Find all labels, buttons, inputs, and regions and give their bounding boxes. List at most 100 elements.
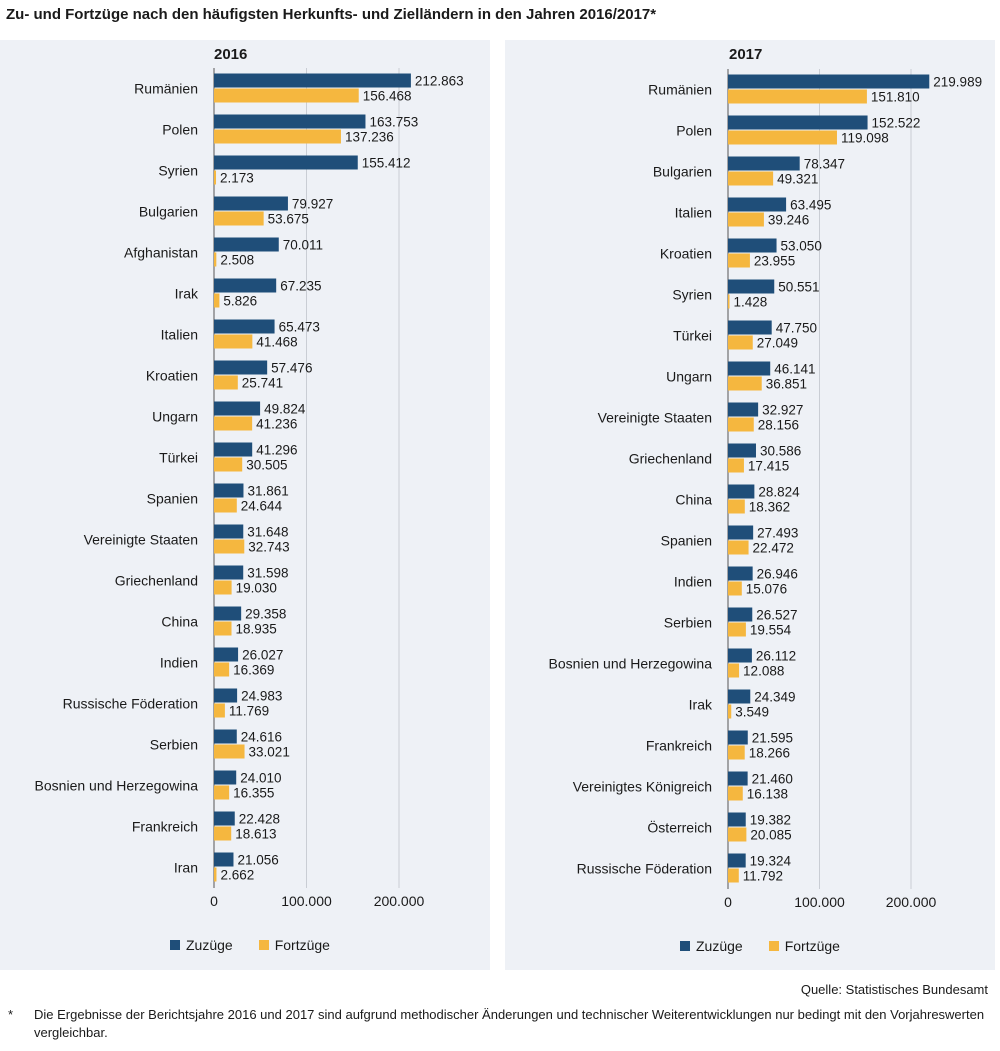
bar-fortzuege xyxy=(214,170,217,185)
value-label-fortzuege: 41.468 xyxy=(256,335,297,350)
value-label-fortzuege: 22.472 xyxy=(753,541,794,556)
value-label-fortzuege: 23.955 xyxy=(754,254,795,269)
category-label: Vereinigte Staaten xyxy=(598,410,712,426)
value-label-zuzuege: 212.863 xyxy=(415,74,464,89)
category-label: China xyxy=(675,492,712,508)
category-label: Österreich xyxy=(647,819,712,836)
x-tick-label: 200.000 xyxy=(886,894,937,910)
value-label-zuzuege: 21.460 xyxy=(752,772,793,787)
bar-zuzuege xyxy=(214,852,234,867)
bar-zuzuege xyxy=(214,278,277,293)
bar-zuzuege xyxy=(728,279,775,294)
bar-zuzuege xyxy=(214,647,239,662)
bar-fortzuege xyxy=(728,581,742,596)
bar-zuzuege xyxy=(214,606,242,621)
value-label-fortzuege: 39.246 xyxy=(768,213,809,228)
value-label-zuzuege: 29.358 xyxy=(245,607,286,622)
category-label: Vereinigte Staaten xyxy=(84,532,198,548)
chart-panel-2017: 2017 0 100.000 200.000 Rumänien 219.989 151.8… xyxy=(505,40,995,970)
bar-fortzuege xyxy=(728,171,774,186)
category-label: Irak xyxy=(175,286,199,302)
value-label-fortzuege: 17.415 xyxy=(748,459,789,474)
bar-chart-2017: 0 100.000 200.000 Rumänien 219.989 151.810 Pol… xyxy=(549,69,982,910)
bar-zuzuege xyxy=(728,689,751,704)
bar-fortzuege xyxy=(214,211,264,226)
category-label: Vereinigtes Königreich xyxy=(573,779,712,795)
bar-zuzuege xyxy=(214,729,237,744)
chart-title: Zu- und Fortzüge nach den häufigsten Her… xyxy=(6,6,657,23)
value-label-fortzuege: 24.644 xyxy=(241,499,283,514)
value-label-zuzuege: 28.824 xyxy=(758,485,800,500)
value-label-zuzuege: 49.824 xyxy=(264,402,306,417)
bar-zuzuege xyxy=(214,114,366,129)
legend-2017: Zuzüge Fortzüge xyxy=(680,938,840,954)
bar-zuzuege xyxy=(728,771,748,786)
value-label-zuzuege: 65.473 xyxy=(279,320,320,335)
panel-title-2017: 2017 xyxy=(729,46,763,63)
value-label-fortzuege: 53.675 xyxy=(268,212,309,227)
value-label-zuzuege: 24.349 xyxy=(754,690,795,705)
value-label-fortzuege: 20.085 xyxy=(750,828,791,843)
value-label-fortzuege: 16.138 xyxy=(747,787,788,802)
bar-fortzuege xyxy=(728,622,746,637)
bar-fortzuege xyxy=(728,827,747,842)
category-label: Bosnien und Herzegowina xyxy=(549,656,713,672)
value-label-zuzuege: 79.927 xyxy=(292,197,333,212)
value-label-zuzuege: 24.010 xyxy=(240,771,281,786)
bar-zuzuege xyxy=(728,730,748,745)
value-label-fortzuege: 16.355 xyxy=(233,786,274,801)
bar-fortzuege xyxy=(214,867,217,882)
value-label-zuzuege: 27.493 xyxy=(757,526,798,541)
category-label: Rumänien xyxy=(648,82,712,98)
bar-fortzuege xyxy=(214,744,245,759)
bar-zuzuege xyxy=(214,770,237,785)
bar-fortzuege xyxy=(214,416,253,431)
value-label-fortzuege: 19.030 xyxy=(236,581,277,596)
bar-fortzuege xyxy=(214,293,220,308)
bar-fortzuege xyxy=(214,375,238,390)
value-label-fortzuege: 3.549 xyxy=(735,705,769,720)
bar-zuzuege xyxy=(214,73,411,88)
value-label-fortzuege: 11.792 xyxy=(743,869,783,884)
value-label-zuzuege: 67.235 xyxy=(280,279,321,294)
bar-fortzuege xyxy=(214,129,341,144)
value-label-zuzuege: 46.141 xyxy=(774,362,815,377)
category-label: Ungarn xyxy=(152,409,198,425)
category-label: Russische Föderation xyxy=(63,696,198,712)
value-label-fortzuege: 2.662 xyxy=(220,868,254,883)
value-label-zuzuege: 32.927 xyxy=(762,403,803,418)
category-label: Serbien xyxy=(664,615,712,631)
category-label: Frankreich xyxy=(132,819,198,835)
bar-fortzuege xyxy=(214,498,237,513)
value-label-zuzuege: 22.428 xyxy=(239,812,280,827)
value-label-fortzuege: 49.321 xyxy=(777,172,818,187)
category-label: Türkei xyxy=(673,328,712,344)
value-label-zuzuege: 152.522 xyxy=(872,116,921,131)
legend-label-fortzuege: Fortzüge xyxy=(784,938,840,954)
x-tick-label: 100.000 xyxy=(794,894,845,910)
bar-zuzuege xyxy=(728,197,787,212)
value-label-zuzuege: 70.011 xyxy=(283,238,323,253)
chart-panel-2016: 2016 0 100.000 200.000 Rumänien 212.863 156.4… xyxy=(0,40,490,970)
bar-fortzuege xyxy=(728,663,740,678)
value-label-zuzuege: 50.551 xyxy=(778,280,819,295)
value-label-fortzuege: 12.088 xyxy=(743,664,784,679)
value-label-zuzuege: 163.753 xyxy=(369,115,418,130)
category-label: Serbien xyxy=(150,737,198,753)
category-label: Irak xyxy=(689,697,713,713)
bar-fortzuege xyxy=(214,457,243,472)
legend-2016: Zuzüge Fortzüge xyxy=(170,937,330,953)
bar-zuzuege xyxy=(214,565,244,580)
category-label: Kroatien xyxy=(146,368,198,384)
category-label: Rumänien xyxy=(134,81,198,97)
bar-zuzuege xyxy=(728,156,800,171)
category-label: Griechenland xyxy=(115,573,198,589)
category-label: Ungarn xyxy=(666,369,712,385)
bar-zuzuege xyxy=(214,811,235,826)
value-label-fortzuege: 2.508 xyxy=(220,253,254,268)
bar-fortzuege xyxy=(214,252,217,267)
bar-zuzuege xyxy=(728,853,746,868)
value-label-fortzuege: 25.741 xyxy=(242,376,283,391)
bar-fortzuege xyxy=(728,376,762,391)
category-label: Spanien xyxy=(147,491,198,507)
